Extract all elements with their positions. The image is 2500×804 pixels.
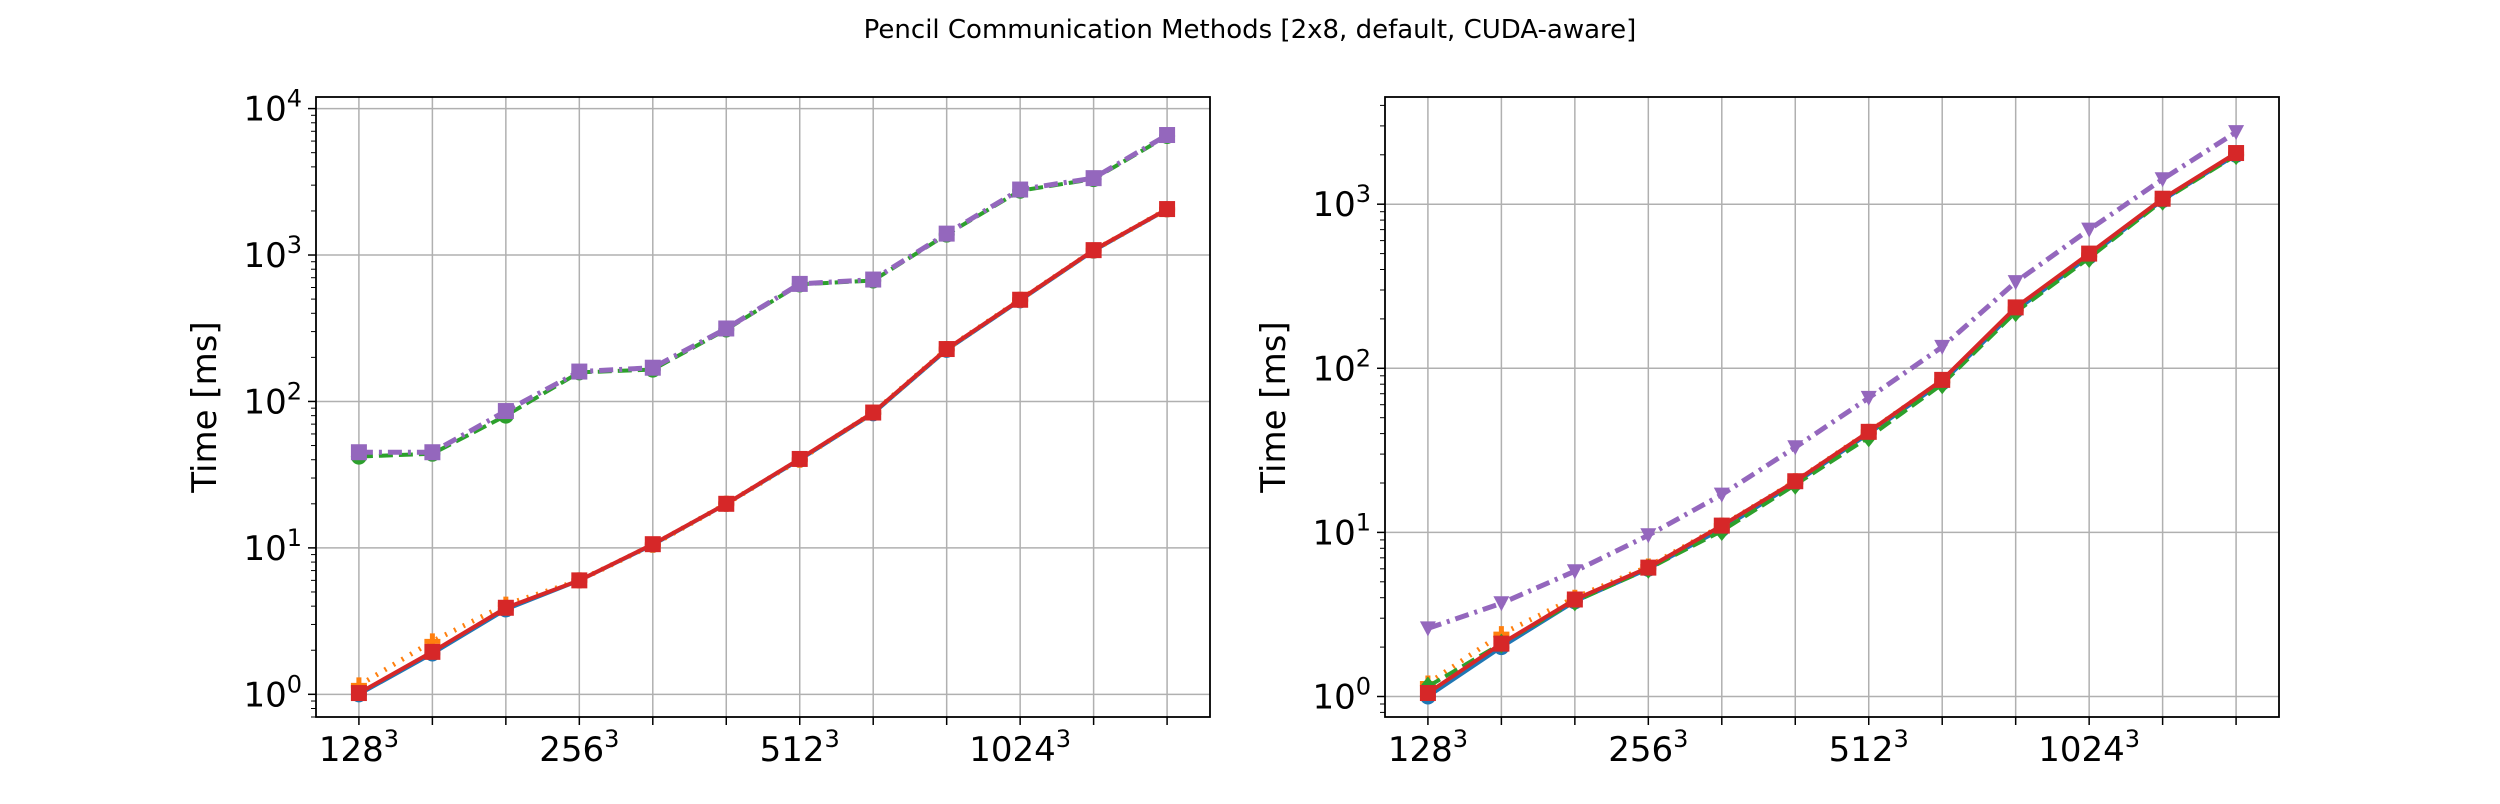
data-point [1860, 423, 1877, 440]
data-point [1419, 685, 1436, 702]
chart-panel-1: 100 101 102 103 104 1283 2563 5123 10243 Time [ms… [185, 85, 1211, 770]
data-point [1934, 339, 1951, 355]
series-4 [1419, 125, 2245, 637]
data-point [350, 685, 367, 702]
y-tick-label: 101 [1312, 508, 1371, 553]
data-point [1860, 390, 1877, 406]
series-line [1426, 153, 2238, 689]
plot-frame [315, 96, 1211, 718]
y-tick-label: 104 [243, 85, 302, 130]
y-tick-label: 102 [1312, 344, 1371, 389]
plot-frame [1384, 96, 2280, 718]
series-line [1427, 129, 2238, 631]
y-axis-label: Time [ms] [185, 321, 225, 493]
data-point [1085, 242, 1102, 259]
y-tick-label: 101 [243, 524, 302, 569]
data-point [644, 536, 661, 553]
series-line [357, 207, 1169, 695]
data-point [1640, 559, 1657, 576]
data-point [2081, 222, 2098, 238]
data-point [938, 341, 955, 358]
y-tick-label: 103 [243, 231, 302, 276]
data-point [424, 643, 441, 660]
data-point [1566, 591, 1583, 608]
series-2 [350, 201, 1176, 694]
data-point [1012, 291, 1029, 308]
data-point [2007, 299, 2024, 316]
series-line [1426, 151, 2238, 695]
x-tick-label: 5123 [760, 725, 840, 770]
data-point [1419, 621, 1436, 637]
data-point [1787, 473, 1804, 490]
data-point [2228, 145, 2245, 162]
data-point [1934, 371, 1951, 388]
data-point [2081, 245, 2098, 262]
chart-panel-2: 100 101 102 103 1283 2563 5123 10243 Time [ms] [1254, 96, 2280, 770]
data-point [1566, 564, 1583, 580]
y-tick-label: 100 [243, 670, 302, 715]
data-point [1493, 635, 1510, 652]
y-axis-label: Time [ms] [1254, 321, 1294, 493]
data-point [2007, 275, 2024, 291]
data-point [718, 495, 735, 512]
data-point [938, 225, 955, 242]
series-5 [350, 201, 1176, 702]
x-tick-label: 10243 [2038, 725, 2140, 770]
series-line [358, 132, 1169, 455]
data-point [1640, 528, 1657, 544]
figure-title: Pencil Communication Methods [2x8, defau… [864, 15, 1637, 45]
x-tick-label: 2563 [539, 725, 619, 770]
x-tick-label: 10243 [969, 725, 1071, 770]
data-point [865, 404, 882, 421]
data-point [571, 572, 588, 589]
data-point [1787, 440, 1804, 456]
data-point [1159, 201, 1176, 218]
x-tick-label: 1283 [1388, 725, 1468, 770]
data-point [2228, 125, 2245, 141]
data-point [791, 450, 808, 467]
y-tick-label: 100 [1312, 672, 1371, 717]
y-tick-label: 102 [243, 377, 302, 422]
data-point [2154, 190, 2171, 207]
data-point [571, 363, 588, 380]
data-point [2154, 172, 2171, 188]
x-tick-label: 5123 [1829, 725, 1909, 770]
data-point [497, 403, 514, 420]
data-point [1085, 170, 1102, 187]
data-point [644, 359, 661, 376]
data-point [1493, 596, 1510, 612]
data-point [865, 271, 882, 288]
data-point [424, 444, 441, 461]
series-4 [350, 127, 1176, 461]
data-point [1159, 127, 1176, 144]
x-tick-label: 2563 [1608, 725, 1688, 770]
series-5 [1419, 145, 2245, 702]
data-point [718, 320, 735, 337]
data-point [1012, 181, 1029, 198]
data-point [350, 444, 367, 461]
data-point [1713, 487, 1730, 503]
data-point [1713, 517, 1730, 534]
series-3 [350, 127, 1176, 465]
data-point [791, 275, 808, 292]
y-tick-label: 103 [1312, 180, 1371, 225]
x-tick-label: 1283 [319, 725, 399, 770]
data-point [497, 599, 514, 616]
